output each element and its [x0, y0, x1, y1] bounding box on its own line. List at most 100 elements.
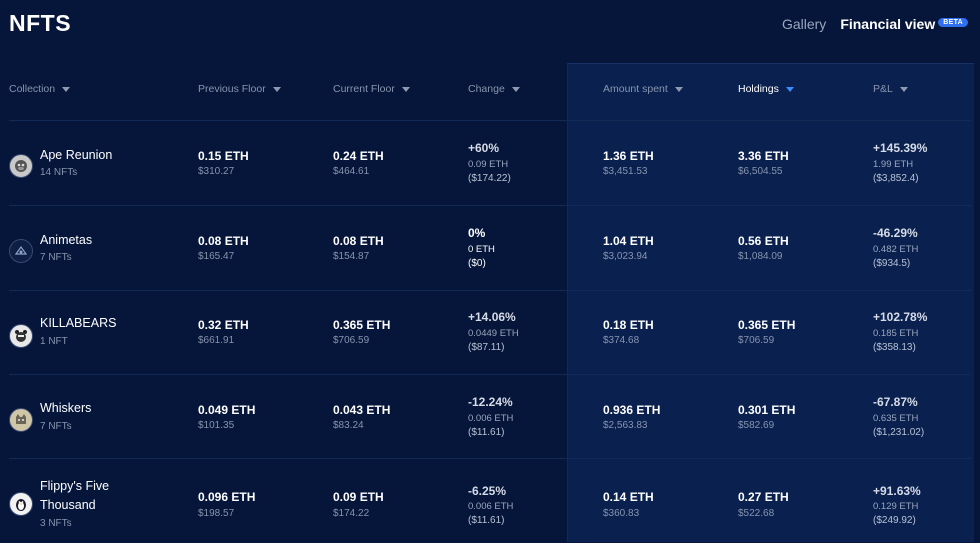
bear-avatar-icon: [9, 324, 33, 348]
tab-financial-label: Financial view: [840, 16, 936, 32]
pnl-usd: ($3,852.4): [873, 173, 919, 184]
column-label: Collection: [9, 83, 56, 95]
chevron-down-icon: [401, 86, 410, 92]
tab-financial-view[interactable]: Financial view BETA: [840, 16, 968, 32]
pnl-usd: ($1,231.02): [873, 427, 925, 438]
change-eth: 0.0449 ETH: [468, 328, 519, 339]
current-floor-eth: 0.043 ETH: [333, 403, 391, 417]
change-eth: 0.09 ETH: [468, 159, 509, 170]
tab-gallery[interactable]: Gallery: [781, 16, 827, 32]
previous-floor-eth: 0.08 ETH: [198, 234, 249, 248]
current-floor-usd: $464.61: [333, 166, 370, 177]
holdings-usd: $522.68: [738, 508, 775, 519]
cat-avatar-icon: [9, 408, 33, 432]
current-floor-usd: $174.22: [333, 508, 370, 519]
change-usd: ($11.61): [468, 515, 505, 526]
column-current-floor[interactable]: Current Floor: [333, 83, 410, 95]
amount-spent-eth: 0.14 ETH: [603, 490, 654, 504]
previous-floor-eth: 0.32 ETH: [198, 318, 249, 332]
change-usd: ($11.61): [468, 427, 505, 438]
collection-name[interactable]: Whiskers: [40, 401, 92, 415]
holdings-eth: 0.365 ETH: [738, 318, 796, 332]
collection-count: 1 NFT: [40, 336, 68, 347]
table-row[interactable]: Ape Reunion 14 NFTs 0.15 ETH $310.27 0.2…: [9, 120, 971, 205]
current-floor-eth: 0.09 ETH: [333, 490, 384, 504]
collection-name[interactable]: Ape Reunion: [40, 148, 113, 162]
change-percent: +60%: [468, 141, 500, 155]
table-row[interactable]: Animetas 7 NFTs 0.08 ETH $165.47 0.08 ET…: [9, 205, 971, 290]
column-label: Change: [468, 83, 505, 95]
column-label: Current Floor: [333, 83, 395, 95]
collection-name[interactable]: KILLABEARS: [40, 316, 117, 330]
current-floor-usd: $706.59: [333, 335, 370, 346]
column-label: Previous Floor: [198, 83, 266, 95]
amount-spent-eth: 1.04 ETH: [603, 234, 654, 248]
previous-floor-eth: 0.096 ETH: [198, 490, 256, 504]
collection-count: 7 NFTs: [40, 252, 72, 263]
amount-spent-usd: $360.83: [603, 508, 640, 519]
column-previous-floor[interactable]: Previous Floor: [198, 83, 281, 95]
collection-count: 3 NFTs: [40, 518, 72, 529]
column-label: Holdings: [738, 83, 779, 95]
previous-floor-usd: $310.27: [198, 166, 235, 177]
chevron-down-icon: [674, 86, 683, 92]
previous-floor-eth: 0.049 ETH: [198, 403, 256, 417]
change-usd: ($174.22): [468, 173, 511, 184]
collection-name[interactable]: Animetas: [40, 233, 93, 247]
amount-spent-usd: $3,451.53: [603, 166, 648, 177]
penguin-avatar-icon: [9, 492, 33, 516]
column-amount-spent[interactable]: Amount spent: [603, 83, 683, 95]
column-change[interactable]: Change: [468, 83, 520, 95]
table-row[interactable]: KILLABEARS 1 NFT 0.32 ETH $661.91 0.365 …: [9, 290, 971, 375]
chevron-down-icon: [511, 86, 520, 92]
previous-floor-usd: $198.57: [198, 508, 235, 519]
table-row[interactable]: Whiskers 7 NFTs 0.049 ETH $101.35 0.043 …: [9, 374, 971, 459]
chevron-down-icon: [62, 86, 71, 92]
ape-avatar-icon: [9, 154, 33, 178]
pnl-percent: +102.78%: [873, 310, 928, 324]
collection-count: 14 NFTs: [40, 167, 78, 178]
change-eth: 0 ETH: [468, 244, 495, 255]
change-percent: +14.06%: [468, 310, 516, 324]
holdings-usd: $6,504.55: [738, 166, 783, 177]
current-floor-eth: 0.365 ETH: [333, 318, 391, 332]
current-floor-eth: 0.24 ETH: [333, 149, 384, 163]
table-header: Collection Previous Floor Current Floor …: [0, 63, 980, 119]
current-floor-usd: $83.24: [333, 420, 364, 431]
change-eth: 0.006 ETH: [468, 501, 514, 512]
current-floor-eth: 0.08 ETH: [333, 234, 384, 248]
column-collection[interactable]: Collection: [9, 83, 71, 95]
pnl-eth: 1.99 ETH: [873, 159, 914, 170]
pnl-eth: 0.482 ETH: [873, 244, 919, 255]
current-floor-usd: $154.87: [333, 251, 370, 262]
animetas-avatar-icon: [9, 239, 33, 263]
previous-floor-usd: $165.47: [198, 251, 235, 262]
pnl-percent: +91.63%: [873, 484, 921, 498]
change-eth: 0.006 ETH: [468, 413, 514, 424]
column-pnl[interactable]: P&L: [873, 83, 908, 95]
collection-name-line-2[interactable]: Thousand: [40, 498, 96, 512]
amount-spent-usd: $2,563.83: [603, 420, 648, 431]
table-row[interactable]: Flippy's Five Thousand 3 NFTs 0.096 ETH …: [9, 458, 971, 543]
beta-badge: BETA: [938, 18, 968, 27]
previous-floor-usd: $101.35: [198, 420, 235, 431]
change-percent: 0%: [468, 226, 486, 240]
column-holdings[interactable]: Holdings: [738, 83, 794, 95]
pnl-percent: -67.87%: [873, 395, 918, 409]
amount-spent-eth: 0.18 ETH: [603, 318, 654, 332]
pnl-percent: -46.29%: [873, 226, 918, 240]
pnl-eth: 0.635 ETH: [873, 413, 919, 424]
change-usd: ($87.11): [468, 342, 505, 353]
amount-spent-usd: $3,023.94: [603, 251, 648, 262]
column-label: P&L: [873, 83, 893, 95]
view-tabs: Gallery Financial view BETA: [782, 16, 968, 32]
holdings-eth: 0.56 ETH: [738, 234, 789, 248]
pnl-eth: 0.129 ETH: [873, 501, 919, 512]
amount-spent-eth: 1.36 ETH: [603, 149, 654, 163]
holdings-usd: $582.69: [738, 420, 775, 431]
pnl-eth: 0.185 ETH: [873, 328, 919, 339]
pnl-usd: ($358.13): [873, 342, 916, 353]
holdings-eth: 0.27 ETH: [738, 490, 789, 504]
pnl-usd: ($249.92): [873, 515, 916, 526]
collection-name-line-1[interactable]: Flippy's Five: [40, 479, 110, 493]
